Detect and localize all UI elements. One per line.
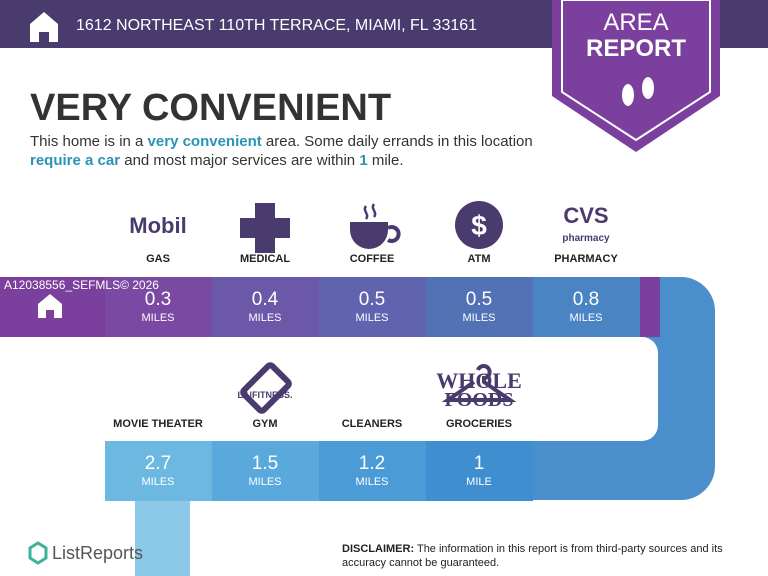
logo: LA|FITNESS. — [237, 390, 292, 400]
badge-line: AREA — [603, 9, 668, 36]
distance-unit: MILE — [466, 476, 492, 488]
band-cell — [533, 277, 640, 337]
disclaimer: DISCLAIMER: The information in this repo… — [342, 542, 752, 570]
distance: 0.5 — [359, 289, 385, 310]
home-icon — [30, 12, 58, 42]
band-cell — [105, 277, 212, 337]
home-icon — [38, 294, 62, 318]
band-cell — [426, 277, 533, 337]
band-cell — [212, 277, 319, 337]
disclaimer-text: The information in this report is from t… — [342, 543, 723, 569]
amenity-label: CLEANERS — [342, 418, 403, 430]
title: VERY CONVENIENT — [30, 87, 391, 129]
distance-unit: MILES — [141, 312, 174, 324]
description-part: very convenient — [147, 133, 262, 150]
description-part: and most major services are within — [120, 152, 360, 169]
amenity-label: GAS — [146, 253, 170, 265]
distance-unit: MILES — [355, 476, 388, 488]
amenity-label: MOVIE THEATER — [113, 418, 203, 430]
watermark: A12038556_SEFMLS© 2026 — [4, 278, 159, 292]
amenity-label: GROCERIES — [446, 418, 512, 430]
footprints — [622, 77, 654, 106]
band-cell — [426, 441, 533, 501]
distance-unit: MILES — [462, 312, 495, 324]
disclaimer-label: DISCLAIMER: — [342, 543, 415, 555]
distance-unit: MILES — [248, 312, 281, 324]
description-part: area. Some daily errands in this locatio… — [261, 133, 533, 150]
description-part: 1 — [359, 152, 368, 169]
brand-logo — [28, 541, 48, 565]
description-part: This home is in a — [30, 133, 148, 150]
distance-unit: MILES — [248, 476, 281, 488]
distance: 0.4 — [252, 289, 279, 310]
distance: 1.2 — [359, 453, 385, 474]
medical-icon — [240, 203, 290, 253]
logo-sub: pharmacy — [562, 233, 610, 244]
distance: 1.5 — [252, 453, 278, 474]
amenity-label: ATM — [467, 253, 490, 265]
distance-unit: MILES — [141, 476, 174, 488]
badge-line: REPORT — [586, 35, 686, 62]
logo: Mobil — [129, 213, 186, 238]
band-cell — [319, 277, 426, 337]
address: 1612 NORTHEAST 110TH TERRACE, MIAMI, FL … — [76, 17, 477, 34]
hanger-icon — [441, 364, 517, 402]
band-cell — [319, 441, 426, 501]
atm-icon — [455, 201, 503, 249]
band-cell — [212, 441, 319, 501]
badge-border — [561, 0, 711, 142]
band-cell — [105, 441, 212, 501]
brand: ListReports — [52, 543, 143, 563]
amenity-label: COFFEE — [350, 253, 395, 265]
description: This home is in a very convenient area. … — [30, 132, 550, 170]
description-part: mile. — [367, 152, 404, 169]
band-gap — [190, 500, 768, 576]
distance: 0.5 — [466, 289, 492, 310]
logo: CVS — [563, 203, 608, 228]
distance: 0.3 — [145, 289, 171, 310]
distance-unit: MILES — [355, 312, 388, 324]
distance: 1 — [474, 453, 485, 474]
coffee-icon — [350, 203, 401, 249]
ticket-icon — [240, 362, 292, 414]
logo: $ — [471, 210, 487, 241]
band-gap — [0, 337, 600, 441]
badge — [552, 0, 720, 152]
amenity-label: GYM — [252, 418, 277, 430]
logo: WHOLE — [436, 368, 522, 393]
amenity-label: PHARMACY — [554, 253, 618, 265]
distance: 0.8 — [573, 289, 599, 310]
amenity-label: MEDICAL — [240, 253, 290, 265]
distance: 2.7 — [145, 453, 171, 474]
logo-sub: FOODS — [445, 389, 514, 411]
description-part: require a car — [30, 152, 121, 169]
distance-unit: MILES — [569, 312, 602, 324]
